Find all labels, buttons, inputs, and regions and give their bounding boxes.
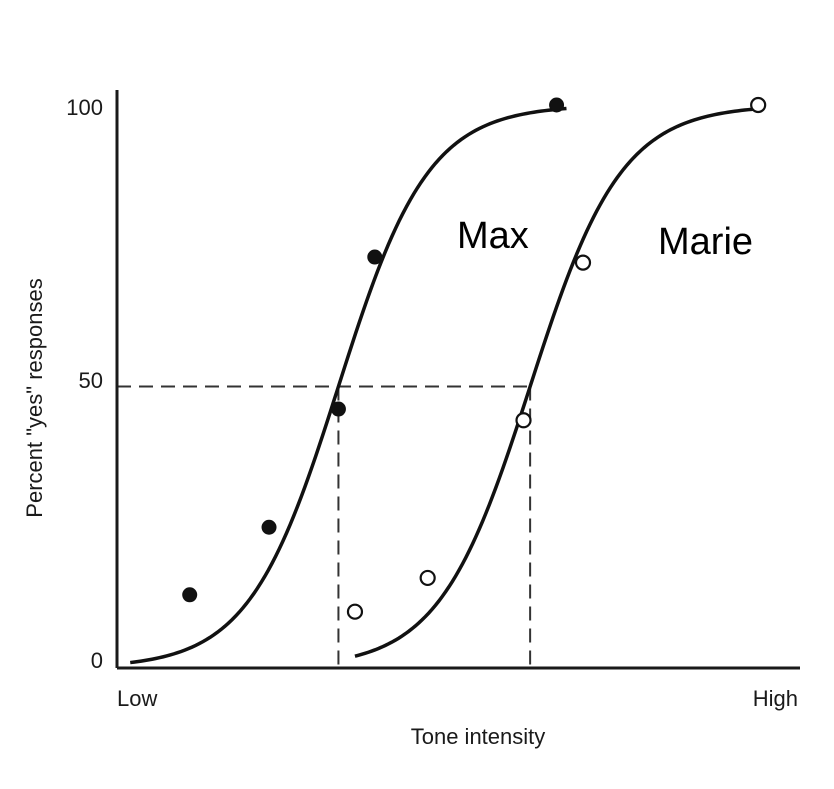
y-tick-label-100: 100: [66, 95, 103, 120]
x-axis-title: Tone intensity: [411, 724, 546, 749]
fit-curve-max: [130, 106, 567, 665]
data-point-max-1: [182, 587, 198, 603]
data-point-marie-2: [419, 569, 436, 587]
data-points: [182, 96, 767, 620]
fitted-curves: [130, 106, 759, 665]
data-point-marie-5: [750, 96, 767, 114]
y-axis-title: Percent "yes" responses: [22, 278, 47, 517]
x-tick-label-low: Low: [117, 686, 157, 711]
x-tick-label-high: High: [753, 686, 798, 711]
fit-curve-marie: [354, 107, 759, 658]
data-point-marie-1: [346, 603, 364, 620]
series-label-max: Max: [457, 215, 529, 257]
y-tick-label-50: 50: [79, 368, 103, 393]
data-point-max-3: [330, 401, 346, 417]
series-label-marie: Marie: [658, 221, 753, 263]
data-point-marie-3: [515, 412, 532, 429]
data-point-max-2: [261, 519, 277, 535]
y-tick-label-0: 0: [91, 648, 103, 673]
data-point-max-5: [549, 97, 565, 113]
data-point-marie-4: [574, 254, 592, 271]
data-point-max-4: [367, 249, 383, 265]
threshold-guides: [117, 385, 532, 668]
